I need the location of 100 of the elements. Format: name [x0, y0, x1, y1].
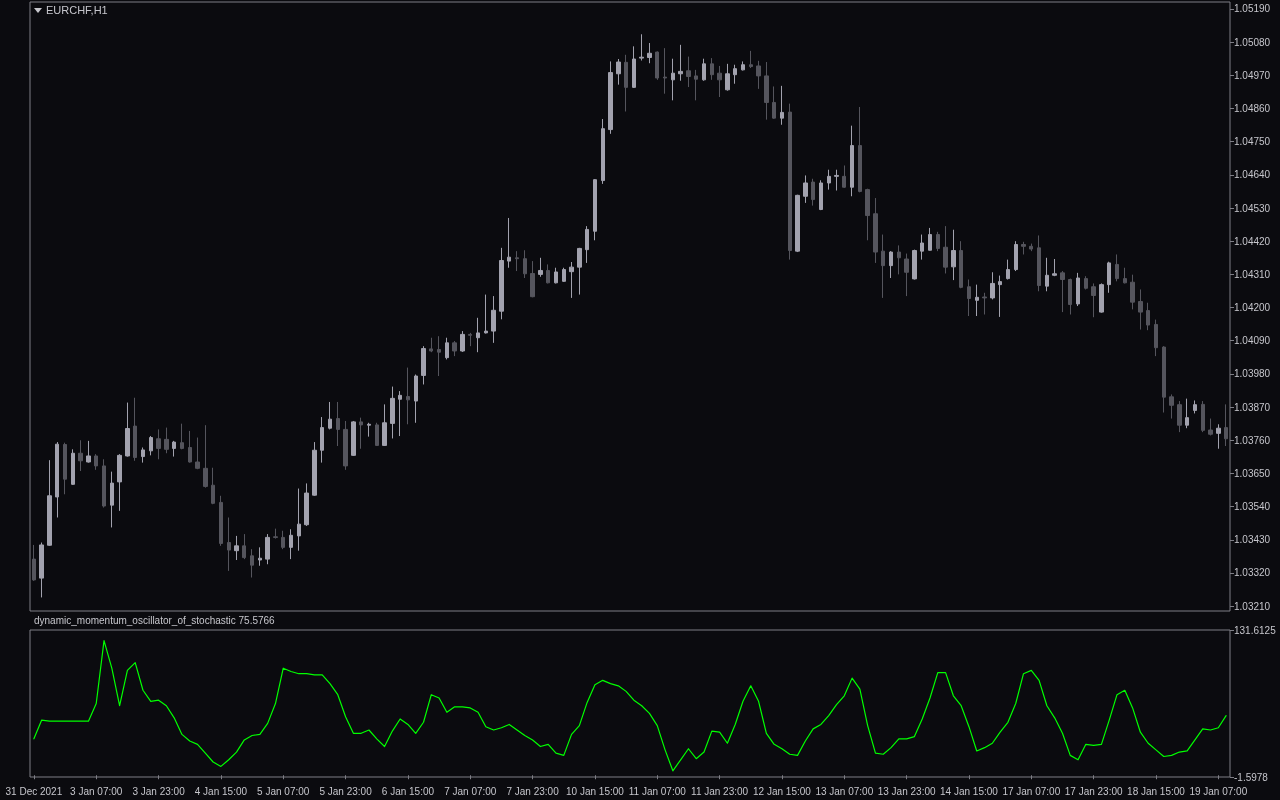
x-tick-label: 14 Jan 15:00 [940, 785, 999, 797]
candlestick [959, 240, 963, 289]
candlestick [1216, 423, 1221, 450]
candlestick [1154, 319, 1158, 357]
candlestick [764, 61, 769, 121]
candlestick [663, 47, 667, 95]
candlestick [834, 169, 839, 192]
candlestick [967, 279, 971, 317]
candlestick [1115, 253, 1119, 282]
candlestick [741, 60, 745, 71]
candlestick [1193, 399, 1197, 414]
candlestick [1107, 261, 1111, 294]
candlestick [227, 516, 231, 572]
candlestick [281, 530, 285, 550]
candlestick [624, 54, 628, 112]
candlestick [912, 249, 917, 280]
candlestick [304, 482, 309, 527]
candlestick [180, 423, 184, 450]
x-tick-label: 13 Jan 23:00 [877, 785, 936, 797]
candlestick [678, 44, 683, 82]
candlestick [211, 467, 215, 505]
candlestick [507, 217, 511, 269]
candlestick [904, 253, 909, 297]
candlestick [359, 417, 363, 450]
candlestick [1084, 275, 1088, 290]
candlestick [445, 337, 449, 360]
candlestick [491, 295, 496, 344]
candlestick [289, 528, 293, 560]
candlestick [1177, 400, 1182, 433]
candlestick [32, 544, 36, 582]
candlestick [694, 69, 698, 101]
y-tick-label: 1.03210 [1234, 600, 1271, 612]
candlestick [943, 225, 948, 274]
candlestick [406, 367, 410, 425]
y-tick-label: 1.04860 [1234, 102, 1271, 114]
candlestick [499, 247, 504, 320]
candlestick [203, 424, 208, 489]
y-tick-label: 1.03870 [1234, 401, 1271, 413]
x-tick-label: 19 Jan 07:00 [1189, 785, 1248, 797]
candlestick [398, 390, 402, 437]
candlestick [733, 64, 737, 85]
candlestick [608, 60, 613, 135]
candlestick [320, 416, 324, 464]
y-tick-label: 1.03540 [1234, 501, 1271, 513]
candlestick [998, 275, 1002, 318]
candlestick [616, 58, 621, 86]
candlestick [297, 488, 301, 552]
y-tick-label: 131.6125 [1234, 624, 1277, 636]
candlestick [367, 422, 371, 438]
candlestick [188, 430, 192, 464]
candlestick [234, 535, 239, 561]
x-tick-label: 7 Jan 07:00 [444, 785, 497, 797]
candlestick [889, 250, 893, 279]
x-tick-label: 3 Jan 07:00 [70, 785, 123, 797]
candlestick [460, 330, 465, 353]
y-tick-label: 1.03430 [1234, 534, 1271, 546]
candlestick [990, 271, 995, 300]
candlestick [328, 401, 332, 430]
candlestick [117, 453, 122, 512]
candlestick [827, 169, 831, 191]
candlestick [468, 332, 472, 347]
candlestick [639, 33, 644, 62]
candlestick [795, 194, 800, 253]
candlestick [1224, 403, 1228, 447]
y-tick-label: 1.04200 [1234, 302, 1271, 314]
candlestick [39, 542, 44, 598]
candlestick [429, 337, 433, 353]
candlestick [1138, 288, 1143, 331]
candlestick [1045, 257, 1049, 292]
candlestick [873, 197, 878, 264]
candlestick [515, 250, 519, 272]
candlestick [686, 56, 691, 88]
candlestick [936, 231, 940, 252]
candlestick [336, 401, 340, 447]
y-tick-label: 1.04970 [1234, 69, 1271, 81]
y-tick-label: 1.04640 [1234, 169, 1271, 181]
candlestick [78, 439, 83, 472]
x-tick-label: 18 Jan 15:00 [1127, 785, 1186, 797]
candlestick [1099, 282, 1104, 314]
candlestick [1123, 267, 1127, 284]
candlestick [632, 45, 636, 89]
candlestick [928, 227, 932, 252]
x-tick-label: 12 Jan 15:00 [753, 785, 812, 797]
candlestick [530, 260, 535, 298]
candlestick [858, 106, 862, 193]
candlestick [1021, 241, 1026, 255]
candlestick [982, 292, 987, 315]
candlestick [55, 441, 59, 518]
candlestick [273, 528, 278, 540]
candlestick [702, 58, 706, 82]
candlestick [125, 402, 130, 458]
candlestick [1006, 259, 1010, 280]
candlestick [102, 458, 106, 509]
candlestick [1201, 400, 1205, 433]
candlestick [141, 447, 145, 464]
candlestick [601, 118, 605, 185]
candlestick [780, 85, 784, 126]
candlestick [920, 234, 924, 261]
candlestick [975, 284, 979, 317]
x-tick-label: 13 Jan 07:00 [815, 785, 874, 797]
